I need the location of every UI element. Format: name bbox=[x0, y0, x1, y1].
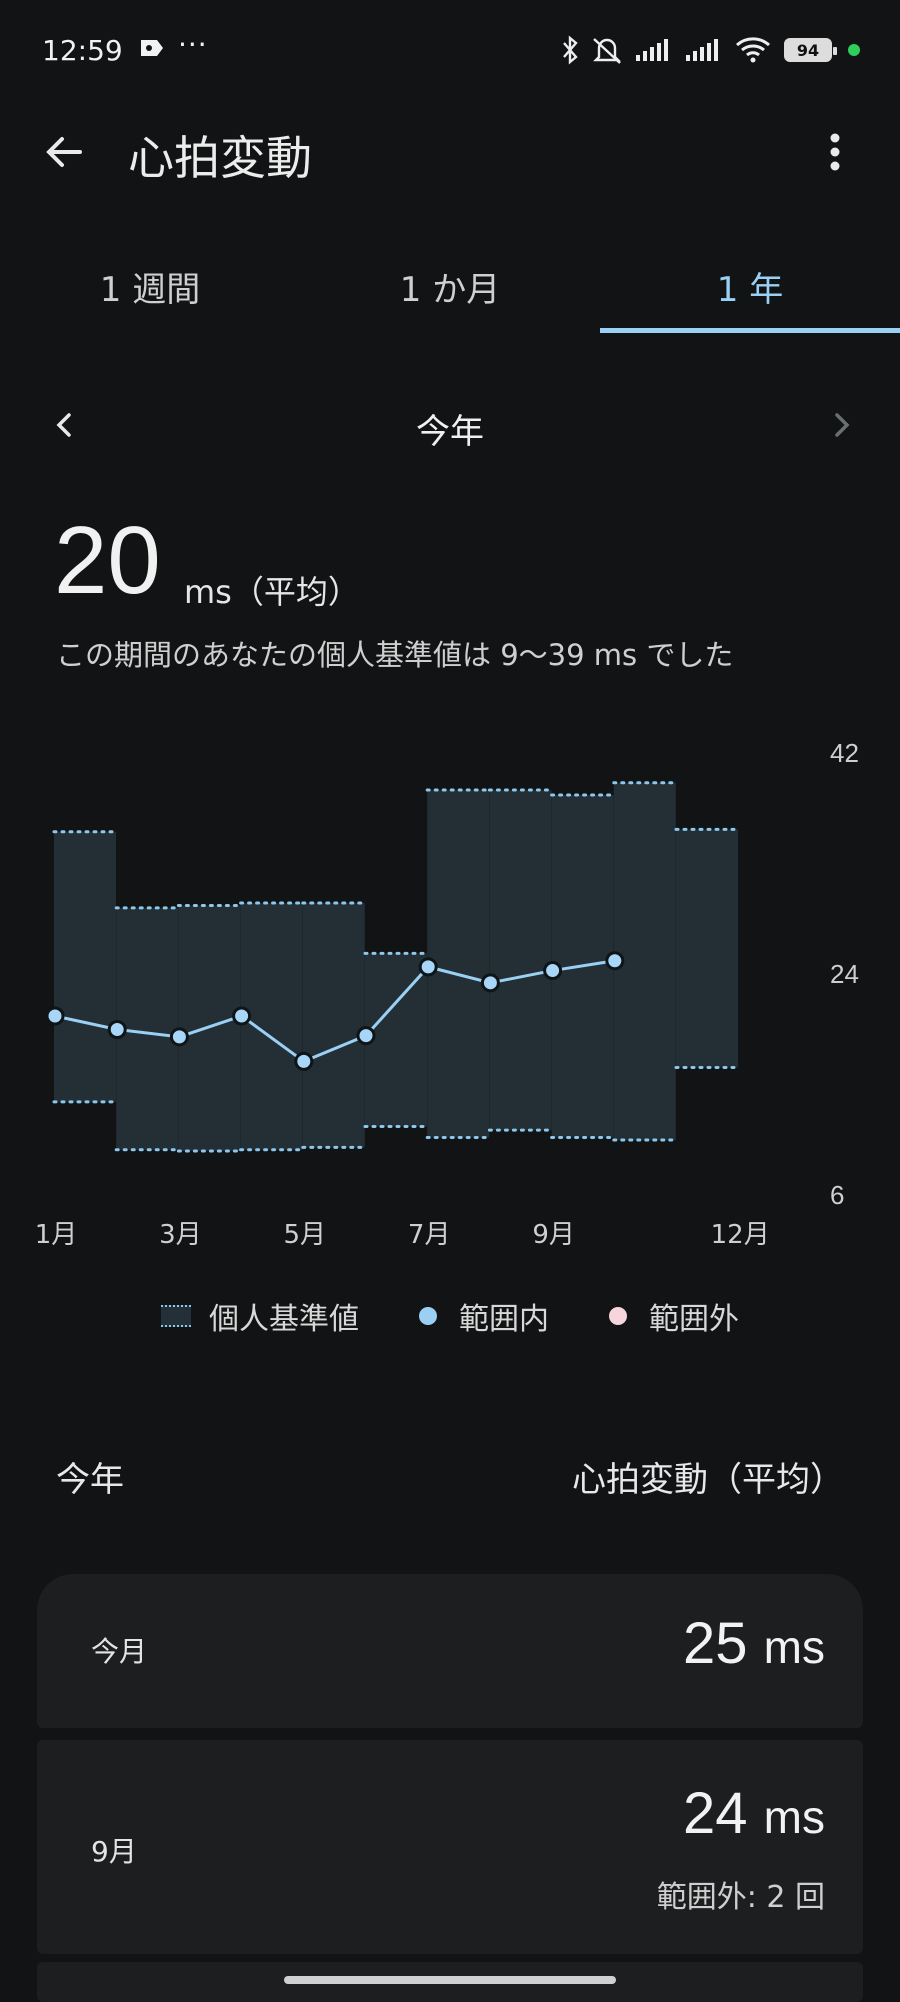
more-vert-icon[interactable] bbox=[820, 128, 850, 176]
mute-icon bbox=[593, 38, 621, 64]
baseline-band bbox=[676, 829, 738, 1068]
y-tick-label: 42 bbox=[830, 738, 859, 768]
value-number: 25 bbox=[683, 1611, 748, 1676]
wifi-icon bbox=[736, 37, 770, 63]
baseline-band-swatch bbox=[161, 1305, 191, 1327]
x-tick-label: 7月 bbox=[408, 1220, 451, 1250]
x-tick-label: 5月 bbox=[284, 1220, 327, 1250]
data-point bbox=[480, 973, 500, 993]
tab-week[interactable]: 1 週間 bbox=[99, 270, 201, 310]
period-label: 今年 bbox=[416, 412, 484, 452]
previous-period-icon[interactable] bbox=[50, 410, 80, 440]
list-item-label: 9月 bbox=[91, 1835, 137, 1868]
chart-legend: 個人基準値 範囲内 範囲外 bbox=[0, 1294, 900, 1338]
value-number: 24 bbox=[683, 1781, 748, 1846]
legend-label: 範囲内 bbox=[459, 1302, 549, 1337]
list-period-header: 今年 bbox=[56, 1460, 124, 1500]
page-title: 心拍変動 bbox=[128, 131, 312, 185]
x-tick-label: 3月 bbox=[159, 1220, 202, 1250]
baseline-band bbox=[240, 903, 303, 1150]
baseline-description: この期間のあなたの個人基準値は 9〜39 ms でした bbox=[56, 638, 734, 672]
data-point bbox=[107, 1019, 127, 1039]
baseline-band bbox=[302, 903, 365, 1148]
list-item-value: 24 ms bbox=[683, 1780, 825, 1847]
legend-item-out-of-range: 範囲外 bbox=[609, 1294, 739, 1338]
next-period-icon bbox=[835, 413, 850, 437]
data-point bbox=[232, 1006, 252, 1026]
baseline-band bbox=[54, 831, 116, 1102]
tab-year[interactable]: 1 年 bbox=[716, 270, 784, 310]
home-indicator[interactable] bbox=[284, 1976, 616, 1984]
signal-icon bbox=[686, 39, 718, 61]
status-icons: 94 bbox=[560, 30, 860, 70]
legend-item-in-range: 範囲内 bbox=[419, 1294, 549, 1338]
y-tick-label: 6 bbox=[830, 1180, 844, 1210]
legend-label: 範囲外 bbox=[649, 1302, 739, 1337]
value-unit: ms bbox=[763, 1791, 825, 1843]
back-arrow-icon[interactable] bbox=[40, 128, 88, 176]
list-item[interactable]: 9月 24 ms 範囲外: 2 回 bbox=[37, 1740, 863, 1954]
app-notification-icon bbox=[141, 40, 163, 56]
status-time: 12:59 bbox=[42, 34, 123, 67]
y-tick-label: 24 bbox=[830, 959, 859, 989]
average-unit: ms（平均） bbox=[184, 573, 360, 611]
legend-item-baseline: 個人基準値 bbox=[161, 1294, 359, 1338]
list-item-value: 25 ms bbox=[683, 1610, 825, 1677]
legend-label: 個人基準値 bbox=[209, 1302, 359, 1337]
data-point bbox=[356, 1026, 376, 1046]
data-point bbox=[418, 957, 438, 977]
baseline-band bbox=[489, 790, 552, 1131]
battery-icon: 94 bbox=[784, 38, 837, 62]
average-value: 20 bbox=[54, 507, 161, 614]
out-of-range-count: 範囲外: 2 回 bbox=[656, 1880, 825, 1915]
in-range-dot-icon bbox=[419, 1307, 437, 1325]
x-tick-label: 12月 bbox=[711, 1220, 770, 1250]
hrv-year-chart[interactable]: 42 24 6 1月 3月 5月 7月 9月 12月 bbox=[0, 730, 900, 1270]
tab-month[interactable]: 1 か月 bbox=[399, 270, 501, 310]
list-item-label: 今月 bbox=[91, 1635, 148, 1668]
signal-icon bbox=[636, 39, 668, 61]
baseline-band bbox=[365, 953, 427, 1127]
data-point bbox=[605, 951, 625, 971]
value-unit: ms bbox=[763, 1621, 825, 1673]
tab-indicator bbox=[600, 328, 900, 333]
data-point bbox=[169, 1027, 189, 1047]
out-of-range-dot-icon bbox=[609, 1307, 627, 1325]
data-point bbox=[543, 961, 563, 981]
x-tick-label: 1月 bbox=[35, 1220, 78, 1250]
data-point bbox=[45, 1006, 65, 1026]
data-point bbox=[294, 1051, 314, 1071]
baseline-band bbox=[427, 790, 490, 1138]
more-notifications-icon: ··· bbox=[178, 28, 208, 61]
list-metric-header: 心拍変動（平均） bbox=[572, 1460, 844, 1500]
privacy-indicator-icon bbox=[848, 44, 860, 56]
x-tick-label: 9月 bbox=[532, 1220, 575, 1250]
status-bar: 12:59 ··· 94 bbox=[0, 0, 900, 100]
series-line bbox=[54, 959, 616, 1064]
bluetooth-icon bbox=[563, 35, 578, 65]
list-item[interactable]: 今月 25 ms bbox=[37, 1574, 863, 1728]
